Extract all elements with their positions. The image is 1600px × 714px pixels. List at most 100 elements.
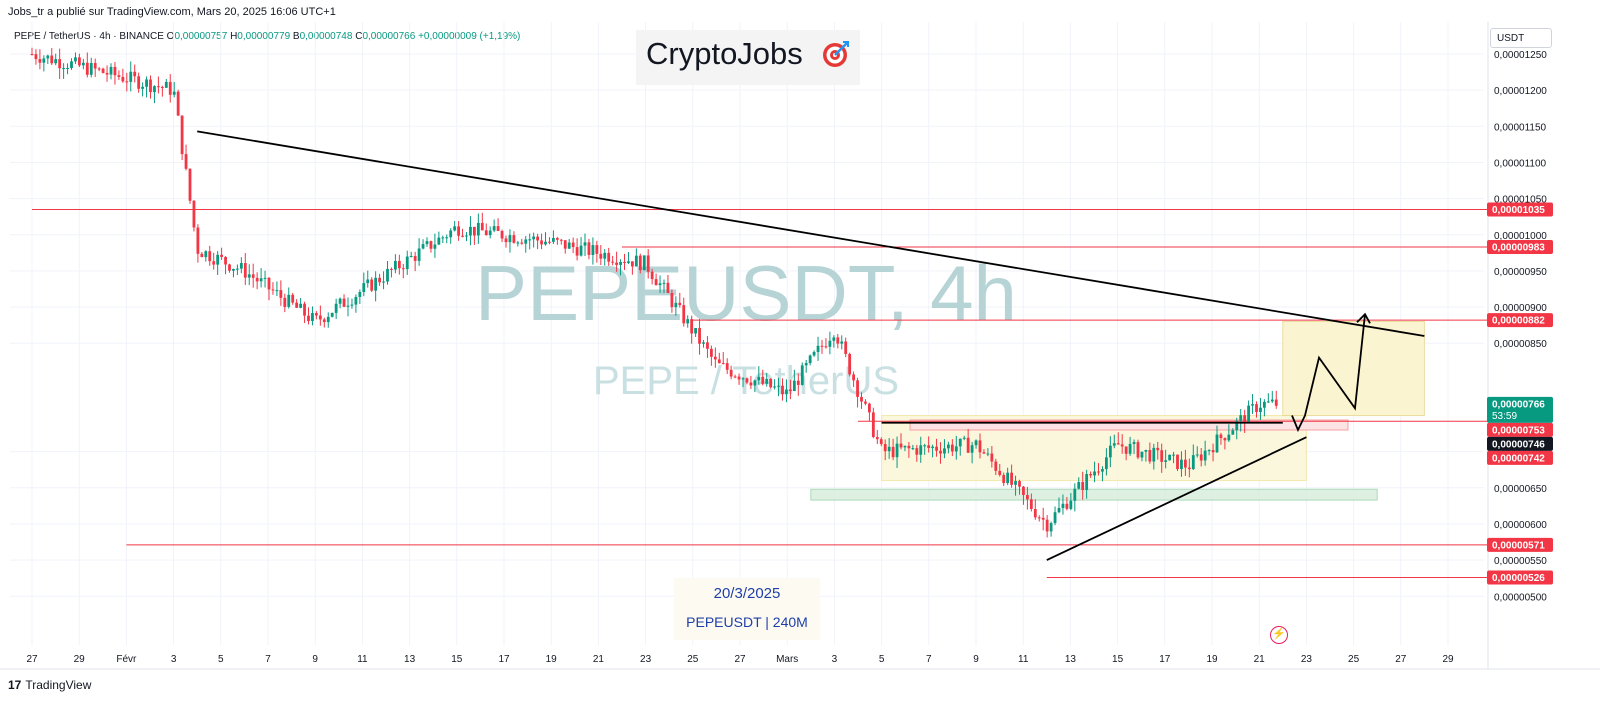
candle [390, 267, 393, 278]
candle-body [89, 63, 93, 75]
candle [627, 252, 630, 265]
candle-body [599, 253, 603, 259]
symbol-name[interactable]: PEPE / TetherUS · 4h · BINANCE [14, 31, 164, 42]
candle [879, 437, 883, 447]
candle-body [445, 237, 449, 239]
candle-body [457, 226, 460, 236]
candle [1211, 443, 1215, 462]
candle-body [224, 256, 227, 265]
candle-body [283, 297, 287, 307]
candle-body [717, 359, 721, 364]
candle [824, 338, 828, 349]
candle [204, 250, 208, 262]
flash-icon[interactable]: ⚡ [1270, 626, 1288, 644]
y-tick-label: 0,00001200 [1494, 86, 1547, 97]
candle [579, 237, 583, 257]
candle-body [887, 446, 891, 452]
logo-banner [636, 30, 860, 85]
candle-body [239, 263, 243, 269]
candle [1037, 515, 1041, 522]
candle-body [58, 59, 62, 69]
candle [311, 306, 314, 326]
candle [113, 62, 117, 85]
candle [939, 442, 942, 464]
y-tick-label: 0,00000500 [1494, 592, 1547, 603]
candle [1199, 448, 1203, 467]
candle-body [318, 315, 322, 320]
candle [777, 377, 780, 397]
candle [702, 339, 705, 348]
projection-line [1291, 314, 1366, 433]
candle [212, 252, 216, 270]
x-tick-label: 17 [1159, 654, 1171, 665]
candle [1136, 439, 1140, 460]
candle [1207, 449, 1211, 456]
candle-body [374, 277, 378, 291]
price-label-text: 0,00000766 [1492, 399, 1545, 410]
candle [500, 229, 504, 243]
candle [623, 253, 626, 271]
candle-body [753, 380, 757, 386]
candle-body [1164, 460, 1168, 462]
candle [1116, 432, 1120, 445]
logo-text: CryptoJobs [646, 36, 851, 72]
candle [164, 79, 168, 89]
candle-body [646, 255, 650, 272]
zone-support [810, 488, 1378, 501]
candle [915, 444, 919, 462]
candle-body [1152, 447, 1156, 462]
candle [1274, 390, 1278, 409]
candle [121, 68, 125, 83]
candle [1033, 499, 1037, 520]
price-label-bg [1487, 313, 1553, 328]
candle [583, 233, 587, 257]
candle [634, 248, 638, 267]
candle-body [745, 378, 749, 383]
candle [927, 436, 931, 453]
candle [394, 254, 397, 274]
y-tick-label: 0,00000650 [1494, 484, 1547, 495]
candle-body [295, 302, 299, 308]
x-tick-label: 23 [1301, 654, 1313, 665]
candle-body [121, 76, 125, 82]
candle-body [773, 386, 776, 388]
candle-body [662, 282, 666, 284]
candle [437, 231, 441, 246]
candle [666, 274, 670, 294]
candle [998, 463, 1002, 477]
candle [552, 230, 555, 245]
candle-body [1022, 486, 1025, 495]
candle [650, 268, 654, 285]
candle-body [386, 268, 389, 282]
candle-body [370, 279, 374, 291]
candle-body [46, 55, 50, 59]
high-value: 0,00000779 [237, 31, 291, 42]
x-tick-label: 13 [404, 654, 416, 665]
currency-selector[interactable]: USDT [1490, 28, 1552, 48]
x-tick-label: 9 [312, 654, 318, 665]
candle [808, 354, 812, 366]
candle [109, 63, 113, 80]
candle-body [915, 448, 919, 455]
candle [1061, 494, 1065, 515]
candle-body [50, 55, 54, 64]
candle [773, 379, 776, 390]
candle [812, 350, 816, 357]
candle-body [496, 226, 500, 231]
candle-body [390, 268, 393, 270]
candle-body [1160, 450, 1164, 462]
candle-body [713, 356, 717, 360]
candle-body [998, 470, 1002, 475]
x-tick-label: 7 [926, 654, 932, 665]
price-label-text: 0,00000753 [1492, 425, 1545, 436]
candle-body [820, 345, 824, 347]
candle-body [943, 448, 946, 454]
candle [184, 144, 188, 171]
candle-body [852, 374, 855, 381]
candle-body [1168, 454, 1171, 461]
candle-body [461, 235, 464, 237]
candle [761, 369, 765, 386]
x-tick-label: 5 [879, 654, 885, 665]
candle [216, 251, 220, 275]
